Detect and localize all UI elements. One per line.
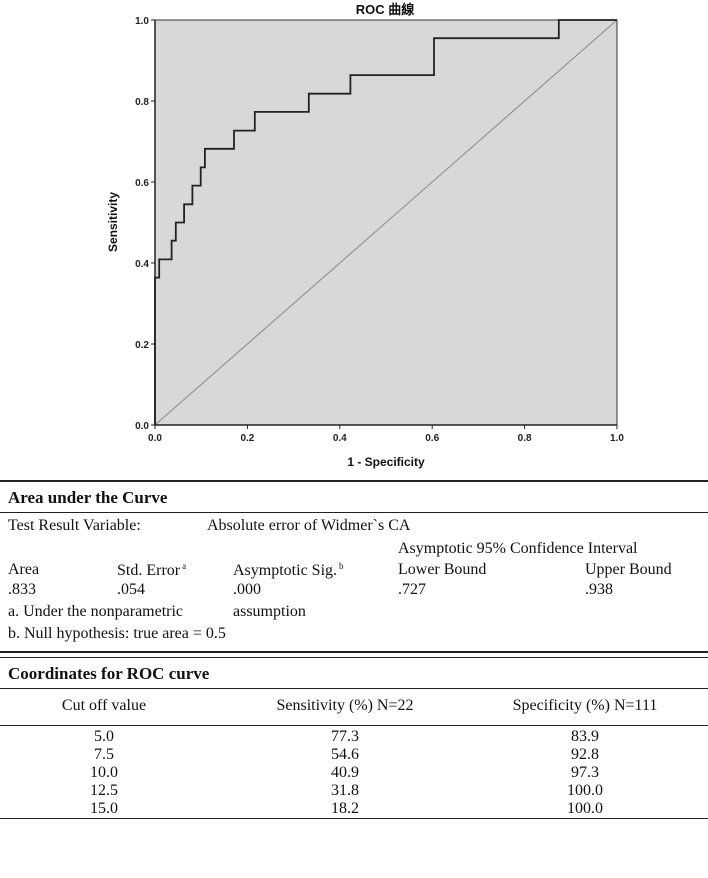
table-row: 5.0 77.3 83.9 bbox=[0, 728, 708, 746]
col-sensitivity: Sensitivity (%) N=22 bbox=[276, 697, 414, 714]
footnote-b: b. Null hypothesis: true area = 0.5 bbox=[8, 625, 226, 642]
cell-sensitivity: 40.9 bbox=[331, 764, 359, 781]
cell-cutoff: 7.5 bbox=[94, 746, 114, 763]
col-lower-bound: Lower Bound bbox=[398, 561, 487, 578]
col-specificity: Specificity (%) N=111 bbox=[512, 697, 658, 714]
cell-cutoff: 12.5 bbox=[90, 782, 118, 799]
variable-value: Absolute error of Widmer`s CA bbox=[207, 517, 411, 534]
y-tick-label: 0.0 bbox=[135, 421, 149, 432]
table-row: 15.0 18.2 100.0 bbox=[0, 800, 708, 818]
cell-sensitivity: 77.3 bbox=[331, 728, 359, 745]
table-rule bbox=[0, 688, 708, 689]
table-rule bbox=[0, 657, 708, 658]
y-tick-label: 1.0 bbox=[135, 16, 149, 27]
table-rule bbox=[0, 725, 708, 726]
auc-variable-row: Test Result Variable: Absolute error of … bbox=[0, 517, 708, 537]
x-tick-label: 0.2 bbox=[240, 433, 254, 444]
coords-title: Coordinates for ROC curve bbox=[8, 664, 210, 683]
x-axis-label: 1 - Specificity bbox=[347, 455, 425, 469]
y-axis-label: Sensitivity bbox=[106, 192, 120, 252]
cell-sensitivity: 18.2 bbox=[331, 800, 359, 817]
cell-cutoff: 5.0 bbox=[94, 728, 114, 745]
col-std-error-text: Std. Error bbox=[117, 562, 181, 579]
auc-column-headers: Area Std. Error a Asymptotic Sig. b Lower … bbox=[0, 561, 708, 581]
chart-title: ROC 曲線 bbox=[356, 2, 416, 17]
table-row: 12.5 31.8 100.0 bbox=[0, 782, 708, 800]
val-upper-bound: .938 bbox=[585, 581, 613, 598]
table-row: 10.0 40.9 97.3 bbox=[0, 764, 708, 782]
coords-rows: 5.0 77.3 83.9 7.5 54.6 92.8 10.0 40.9 97.3 12.5 31… bbox=[0, 726, 708, 818]
coords-header-row: Cut off value Sensitivity (%) N=22 Speci… bbox=[0, 689, 708, 725]
y-tick-label: 0.2 bbox=[135, 340, 149, 351]
footnote-a-row: a. Under the nonparametric assumption bbox=[0, 603, 708, 623]
reference-diagonal bbox=[154, 19, 618, 426]
col-upper-bound: Upper Bound bbox=[585, 561, 672, 578]
roc-chart-svg: ROC 曲線 0.0 0.2 0.4 0.6 0.8 1.0 0.0 0.2 0.4 0.6 0.8… bbox=[106, 2, 624, 469]
cell-specificity: 100.0 bbox=[567, 782, 603, 799]
col-cutoff: Cut off value bbox=[61, 697, 147, 714]
results-tables: Area under the Curve Test Result Variabl… bbox=[0, 480, 708, 819]
x-tick-label: 0.0 bbox=[148, 433, 162, 444]
cell-sensitivity: 54.6 bbox=[331, 746, 359, 763]
footnote-a-cont: assumption bbox=[233, 603, 306, 620]
footnote-a: a. Under the nonparametric bbox=[8, 603, 184, 620]
y-tick-label: 0.8 bbox=[135, 97, 149, 108]
x-tick-label: 1.0 bbox=[610, 433, 624, 444]
table-rule bbox=[0, 512, 708, 513]
col-std-error: Std. Error a bbox=[117, 561, 186, 580]
cell-specificity: 92.8 bbox=[571, 746, 599, 763]
x-tick-label: 0.6 bbox=[425, 433, 439, 444]
cell-cutoff: 10.0 bbox=[90, 764, 118, 781]
col-asym-sig: Asymptotic Sig. b bbox=[233, 561, 344, 580]
table-row: 7.5 54.6 92.8 bbox=[0, 746, 708, 764]
y-tick-label: 0.6 bbox=[135, 178, 149, 189]
auc-title: Area under the Curve bbox=[8, 488, 168, 507]
col-area: Area bbox=[8, 561, 40, 578]
variable-label: Test Result Variable: bbox=[8, 517, 141, 534]
cell-specificity: 97.3 bbox=[571, 764, 599, 781]
cell-cutoff: 15.0 bbox=[90, 800, 118, 817]
x-tick-label: 0.4 bbox=[333, 433, 347, 444]
cell-specificity: 83.9 bbox=[571, 728, 599, 745]
table-rule bbox=[0, 651, 708, 653]
roc-curve bbox=[154, 19, 617, 425]
y-tick-label: 0.4 bbox=[135, 259, 149, 270]
auc-values-row: .833 .054 .000 .727 .938 bbox=[0, 581, 708, 601]
footnote-mark-b: b bbox=[339, 561, 344, 571]
x-tick-label: 0.8 bbox=[518, 433, 532, 444]
cell-sensitivity: 31.8 bbox=[331, 782, 359, 799]
val-area: .833 bbox=[8, 581, 36, 598]
roc-chart: ROC 曲線 0.0 0.2 0.4 0.6 0.8 1.0 0.0 0.2 0.4 0.6 0.8… bbox=[106, 2, 624, 469]
val-asym-sig: .000 bbox=[233, 581, 261, 598]
val-std-error: .054 bbox=[117, 581, 145, 598]
footnote-b-row: b. Null hypothesis: true area = 0.5 bbox=[0, 625, 708, 645]
table-rule bbox=[0, 480, 708, 482]
ci-header: Asymptotic 95% Confidence Interval bbox=[398, 540, 638, 557]
col-asym-sig-text: Asymptotic Sig. bbox=[233, 562, 338, 579]
val-lower-bound: .727 bbox=[398, 581, 426, 598]
cell-specificity: 100.0 bbox=[567, 800, 603, 817]
footnote-mark-a: a bbox=[182, 561, 187, 571]
table-rule bbox=[0, 818, 708, 819]
ci-header-row: Asymptotic 95% Confidence Interval bbox=[0, 540, 708, 560]
